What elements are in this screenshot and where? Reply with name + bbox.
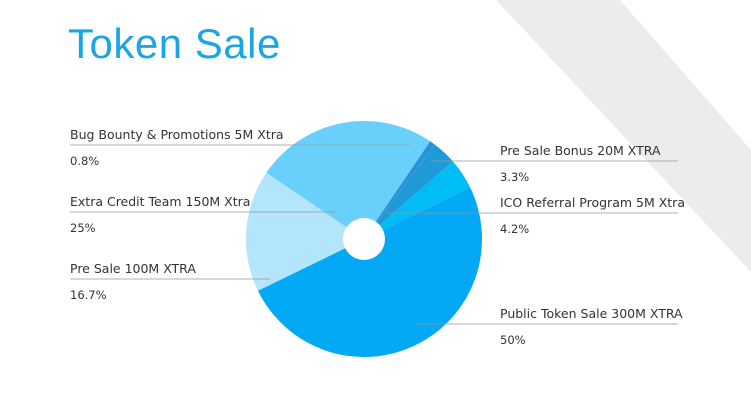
slice-percent-1: 50% [500, 333, 526, 347]
leader-lines [70, 144, 678, 325]
pie-slice-6 [364, 161, 471, 239]
pie-slice-4 [364, 141, 436, 239]
slice-label-2: Pre Sale 100M XTRA [70, 261, 196, 276]
slice-label-6: ICO Referral Program 5M Xtra [500, 195, 685, 210]
pie-slice-1 [257, 187, 483, 358]
slice-label-1: Public Token Sale 300M XTRA [500, 306, 683, 321]
pie-slice-3 [266, 120, 431, 239]
diagonal-stripe [496, 0, 751, 272]
slice-percent-6: 4.2% [500, 222, 530, 236]
slice-percent-4: 0.8% [70, 154, 100, 168]
slice-label-5: Pre Sale Bonus 20M XTRA [500, 143, 661, 158]
slice-percent-2: 16.7% [70, 288, 107, 302]
page-title: Token Sale [68, 20, 281, 67]
slice-label-3: Extra Credit Team 150M Xtra [70, 194, 251, 209]
pie-slice-5 [364, 144, 453, 239]
pie-slice-2 [245, 172, 364, 291]
pie-slices [245, 120, 483, 358]
slice-percent-3: 25% [70, 221, 96, 235]
pie-center-hole [343, 218, 385, 260]
slice-percent-5: 3.3% [500, 170, 530, 184]
slice-label-4: Bug Bounty & Promotions 5M Xtra [70, 127, 284, 142]
